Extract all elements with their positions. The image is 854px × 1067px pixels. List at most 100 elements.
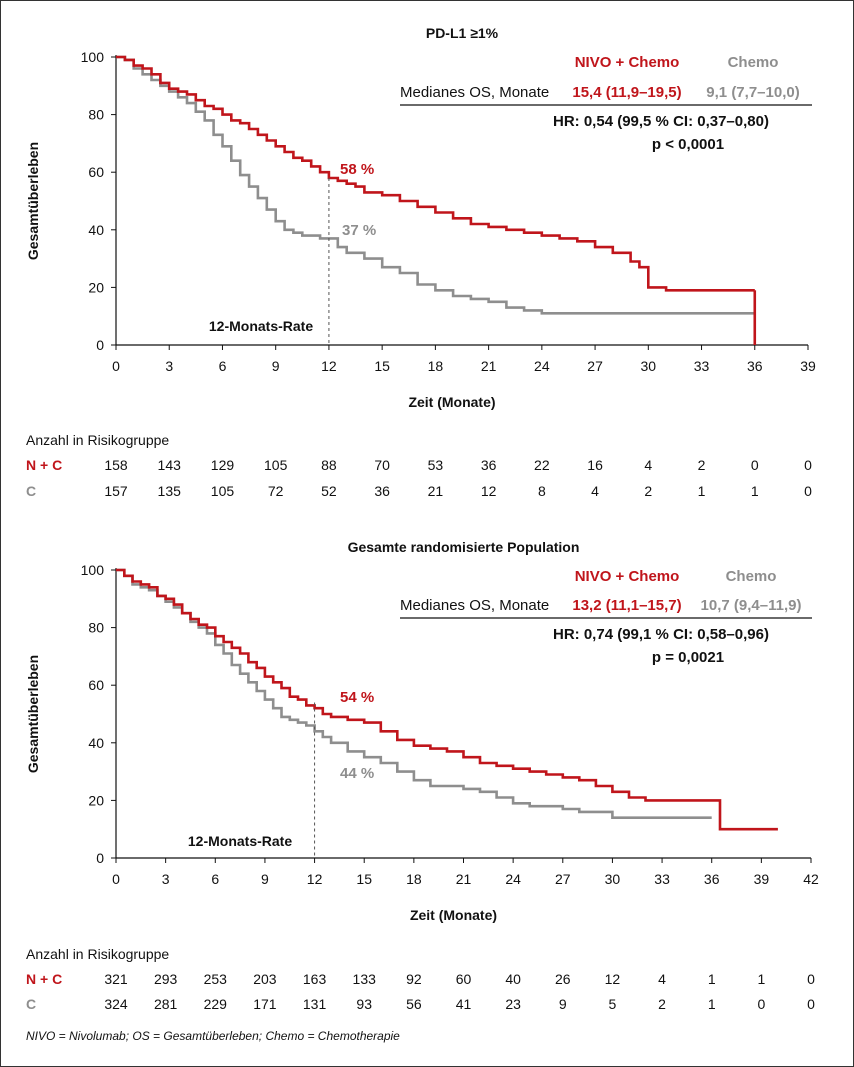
x-tick-label: 36 [747, 358, 763, 374]
footnote: NIVO = Nivolumab; OS = Gesamtüberleben; … [26, 1029, 400, 1043]
risk-cell: 105 [264, 457, 288, 473]
legend-chemo-header: Chemo [728, 54, 779, 71]
y-tick-label: 100 [81, 49, 105, 65]
risk-table-title: Anzahl in Risikogruppe [26, 432, 169, 448]
risk-cell: 0 [757, 996, 765, 1012]
risk-cell: 281 [154, 996, 178, 1012]
x-tick-label: 3 [165, 358, 173, 374]
x-tick-label: 33 [694, 358, 710, 374]
x-tick-label: 39 [754, 871, 770, 887]
x-tick-label: 0 [112, 871, 120, 887]
p-value-text: p = 0,0021 [652, 649, 724, 666]
risk-cell: 203 [253, 971, 277, 987]
x-tick-label: 33 [654, 871, 670, 887]
chemo-survival-curve [116, 55, 755, 315]
risk-cell: 4 [644, 457, 652, 473]
risk-cell: 21 [428, 483, 444, 499]
legend-chemo-header: Chemo [726, 568, 777, 585]
rate-chemo-label: 37 % [342, 222, 376, 239]
marker-12-month-label: 12-Monats-Rate [209, 318, 313, 334]
legend-nivo-header: NIVO + Chemo [575, 568, 680, 585]
y-tick-label: 80 [88, 107, 104, 123]
risk-cell: 40 [505, 971, 521, 987]
risk-cell: 157 [104, 483, 128, 499]
risk-cell: 143 [158, 457, 182, 473]
risk-cell: 163 [303, 971, 327, 987]
risk-cell: 9 [559, 996, 567, 1012]
y-tick-label: 20 [88, 792, 104, 808]
risk-cell: 23 [505, 996, 521, 1012]
risk-cell: 60 [456, 971, 472, 987]
x-tick-label: 21 [456, 871, 472, 887]
x-tick-label: 18 [428, 358, 444, 374]
risk-cell: 53 [428, 457, 444, 473]
x-tick-label: 18 [406, 871, 422, 887]
risk-cell: 229 [204, 996, 228, 1012]
risk-cell: 321 [104, 971, 128, 987]
risk-cell: 16 [587, 457, 603, 473]
risk-cell: 0 [804, 457, 812, 473]
y-tick-label: 100 [81, 562, 105, 578]
risk-cell: 135 [158, 483, 182, 499]
x-axis-label: Zeit (Monate) [410, 907, 497, 923]
x-tick-label: 39 [800, 358, 816, 374]
median-os-label: Medianes OS, Monate [400, 597, 549, 614]
risk-cell: 4 [591, 483, 599, 499]
risk-row-label: N + C [26, 457, 62, 473]
hazard-ratio-text: HR: 0,54 (99,5 % CI: 0,37–0,80) [553, 113, 769, 130]
median-nivo-value: 15,4 (11,9–19,5) [572, 84, 681, 101]
risk-cell: 2 [644, 483, 652, 499]
x-tick-label: 0 [112, 358, 120, 374]
risk-cell: 0 [804, 483, 812, 499]
risk-row-label: C [26, 483, 36, 499]
x-tick-label: 12 [321, 358, 337, 374]
risk-cell: 36 [374, 483, 390, 499]
median-chemo-value: 10,7 (9,4–11,9) [701, 597, 802, 614]
rate-chemo-label: 44 % [340, 765, 374, 782]
risk-row-label: N + C [26, 971, 62, 987]
risk-cell: 133 [353, 971, 377, 987]
x-tick-label: 30 [605, 871, 621, 887]
y-tick-label: 60 [88, 677, 104, 693]
risk-cell: 1 [708, 971, 716, 987]
median-chemo-value: 9,1 (7,7–10,0) [706, 84, 799, 101]
x-tick-label: 42 [803, 871, 819, 887]
km-panel-2: Gesamte randomisierte Population02040608… [25, 539, 819, 1012]
x-tick-label: 12 [307, 871, 323, 887]
rate-nivo-label: 54 % [340, 689, 374, 706]
risk-cell: 93 [356, 996, 372, 1012]
risk-cell: 1 [708, 996, 716, 1012]
chemo-survival-curve [116, 568, 712, 819]
risk-cell: 131 [303, 996, 327, 1012]
x-tick-label: 27 [555, 871, 571, 887]
risk-cell: 1 [698, 483, 706, 499]
y-axis-label: Gesamtüberleben [25, 142, 41, 260]
y-tick-label: 20 [88, 279, 104, 295]
risk-cell: 12 [605, 971, 621, 987]
panel-title: Gesamte randomisierte Population [348, 539, 580, 555]
risk-cell: 92 [406, 971, 422, 987]
y-tick-label: 40 [88, 735, 104, 751]
y-tick-label: 40 [88, 222, 104, 238]
median-os-label: Medianes OS, Monate [400, 84, 549, 101]
risk-row-label: C [26, 996, 36, 1012]
risk-cell: 5 [609, 996, 617, 1012]
x-tick-label: 15 [356, 871, 372, 887]
legend-nivo-header: NIVO + Chemo [575, 54, 680, 71]
y-tick-label: 80 [88, 620, 104, 636]
x-axis-label: Zeit (Monate) [408, 394, 495, 410]
y-axis-label: Gesamtüberleben [25, 655, 41, 773]
risk-cell: 324 [104, 996, 128, 1012]
x-tick-label: 27 [587, 358, 603, 374]
risk-cell: 4 [658, 971, 666, 987]
panel-title: PD-L1 ≥1% [426, 25, 499, 41]
risk-cell: 1 [757, 971, 765, 987]
risk-cell: 1 [751, 483, 759, 499]
median-nivo-value: 13,2 (11,1–15,7) [572, 597, 681, 614]
p-value-text: p < 0,0001 [652, 136, 724, 153]
y-tick-label: 0 [96, 337, 104, 353]
risk-cell: 0 [807, 996, 815, 1012]
risk-cell: 293 [154, 971, 178, 987]
